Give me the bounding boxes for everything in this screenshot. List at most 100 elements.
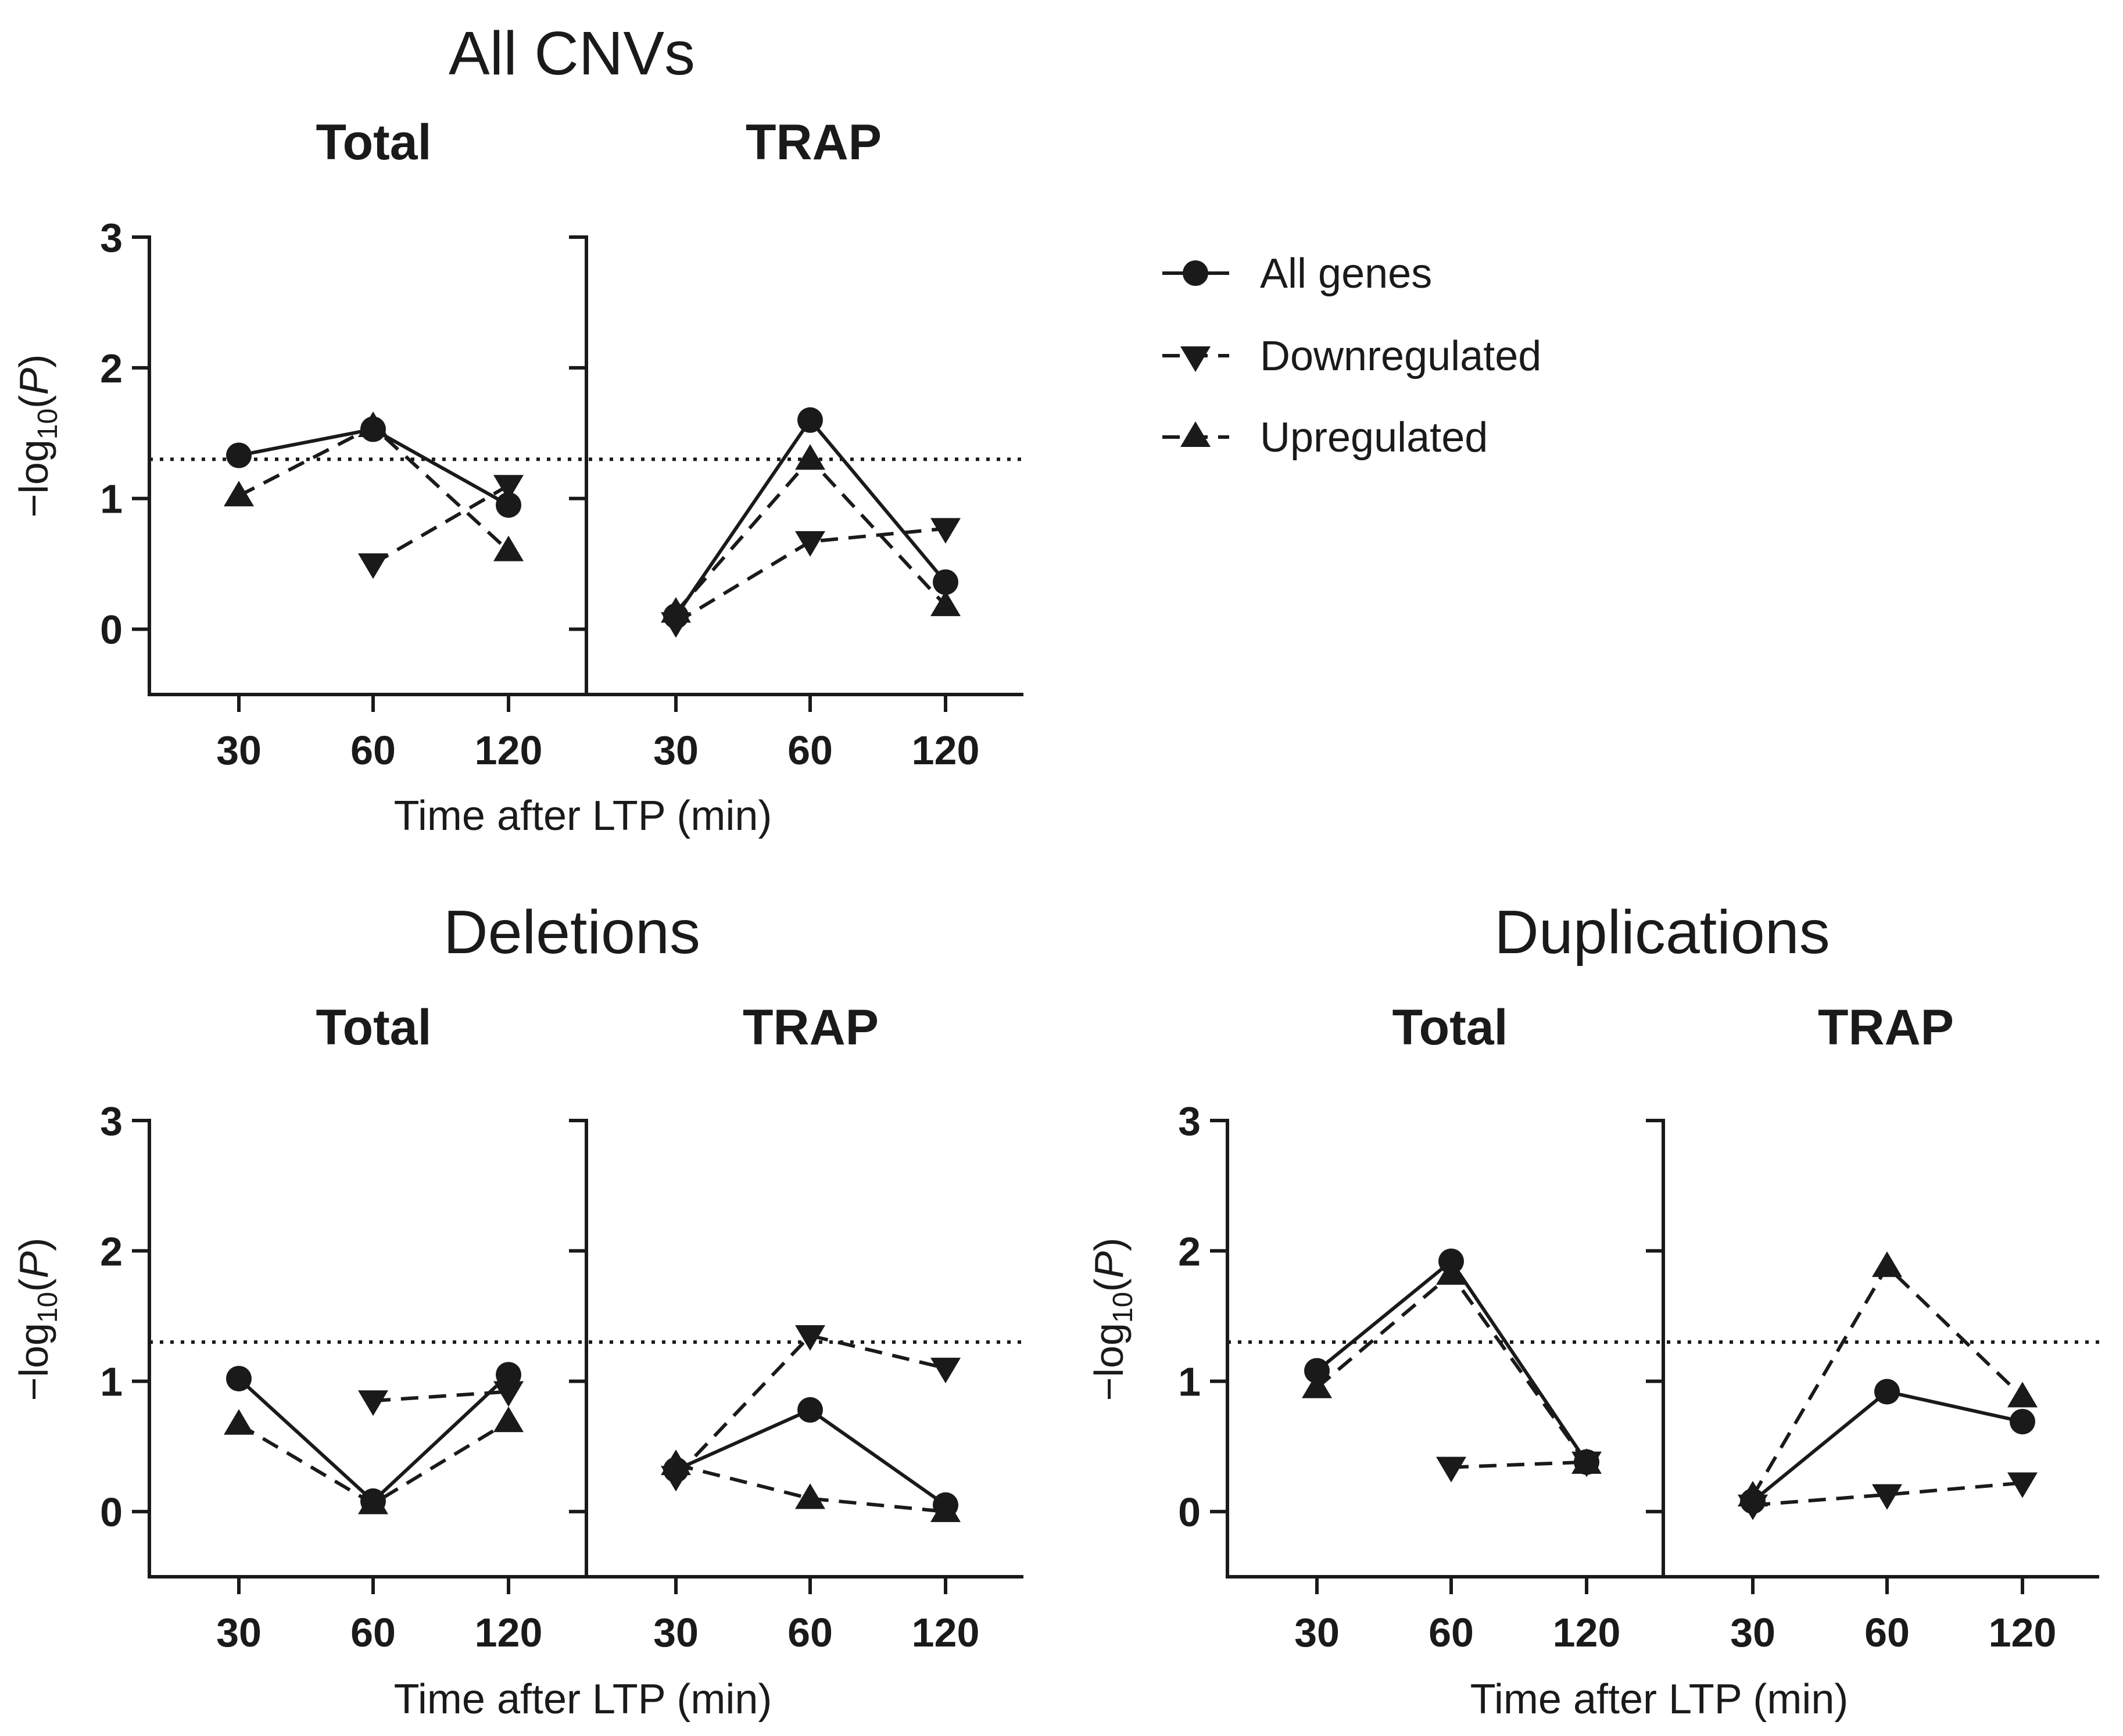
series-line-upregulated — [675, 1463, 946, 1513]
legend-label-downregulated: Downregulated — [1260, 333, 1541, 380]
point-upregulated-60 — [1872, 1251, 1902, 1277]
point-upregulated-60 — [795, 1483, 825, 1509]
point-all-genes-60 — [1874, 1379, 1900, 1405]
y-tick-label: 1 — [100, 477, 123, 522]
y-tick-label: 2 — [1178, 1229, 1201, 1274]
series-line-all-genes — [1316, 1258, 1588, 1463]
x-tick-label: 30 — [653, 1610, 699, 1655]
point-all-genes-60 — [797, 407, 823, 433]
panel-deletions-trap: 30 60 120 — [569, 1119, 979, 1655]
x-tick-label: 120 — [1989, 1610, 2057, 1655]
series-line-downregulated — [1752, 1481, 2023, 1507]
legend: All genes Downregulated Upregulated — [1162, 250, 1541, 461]
x-tick-label: 60 — [1429, 1610, 1474, 1655]
point-all-genes-60 — [1438, 1248, 1464, 1275]
point-all-genes-60 — [360, 1488, 386, 1514]
x-tick-label: 60 — [787, 1610, 833, 1655]
ylabel-deletions: −log10(P) — [11, 1237, 63, 1401]
y-tick-label: 1 — [1178, 1359, 1201, 1405]
group-title-all-cnvs: All CNVs — [449, 19, 695, 88]
x-tick-label: 30 — [1294, 1610, 1340, 1655]
point-all-genes-60 — [360, 416, 386, 442]
point-downregulated-60 — [358, 1390, 388, 1416]
x-tick-label: 60 — [350, 1610, 396, 1655]
x-tick-label: 120 — [475, 1610, 543, 1655]
point-all-genes-30 — [1740, 1488, 1766, 1514]
point-all-genes-120 — [1574, 1449, 1599, 1475]
x-tick-label: 30 — [653, 728, 699, 773]
point-upregulated-120 — [930, 590, 961, 617]
series-line-upregulated — [1316, 1272, 1588, 1465]
legend-marker-circle-icon — [1183, 260, 1208, 286]
point-all-genes-30 — [663, 603, 689, 629]
point-all-genes-120 — [2010, 1409, 2035, 1435]
series-line-downregulated — [373, 1390, 509, 1403]
point-all-genes-30 — [663, 1457, 689, 1483]
panel-title-duplications-total: Total — [1392, 1000, 1508, 1055]
x-tick-label: 60 — [350, 728, 396, 773]
svg-text:−log10(P): −log10(P) — [1086, 1237, 1139, 1401]
y-tick-label: 2 — [100, 1229, 123, 1274]
point-upregulated-120 — [493, 1406, 524, 1433]
y-tick-label: 1 — [100, 1359, 123, 1405]
panel-title-deletions-total: Total — [316, 1000, 431, 1055]
series-line-downregulated — [372, 484, 510, 565]
y-tick-label: 0 — [1178, 1490, 1201, 1535]
x-tick-label: 120 — [912, 1610, 980, 1655]
series-line-downregulated — [1451, 1460, 1587, 1469]
ylabel-duplications: −log10(P) — [1086, 1237, 1139, 1401]
panel-duplications-total: 30 60 120 — [1294, 1248, 1620, 1655]
panel-title-all-cnvs-total: Total — [316, 114, 431, 170]
point-all-genes-120 — [933, 1492, 958, 1518]
series-line-downregulated — [674, 1333, 946, 1478]
point-downregulated-60 — [358, 553, 388, 579]
legend-marker-triangle-down-icon — [1180, 346, 1211, 372]
panel-title-duplications-trap: TRAP — [1818, 1000, 1954, 1055]
point-all-genes-120 — [933, 569, 958, 595]
plot-area: 0 1 2 3 30 60 120 30 60 120 0 1 2 3 30 60 120 30 60 120 0 1 2 3… — [100, 215, 2099, 1655]
x-tick-label: 120 — [475, 728, 543, 773]
svg-text:−log10(P): −log10(P) — [11, 354, 63, 517]
chart-all-cnvs: 0 1 2 3 30 60 120 30 60 120 — [100, 215, 1023, 773]
point-all-genes-120 — [496, 1362, 521, 1388]
xlabel-deletions: Time after LTP (min) — [394, 1676, 772, 1723]
point-downregulated-60 — [1872, 1484, 1902, 1510]
x-tick-label: 30 — [1730, 1610, 1775, 1655]
y-tick-label: 0 — [100, 607, 123, 653]
ylabel-all-cnvs: −log10(P) — [11, 354, 63, 517]
x-tick-label: 60 — [787, 728, 833, 773]
panel-title-all-cnvs-trap: TRAP — [746, 114, 882, 170]
x-tick-label: 120 — [1553, 1610, 1621, 1655]
chart-duplications: 0 1 2 3 30 60 120 30 60 120 — [1178, 1098, 2099, 1655]
legend-item-upregulated: Upregulated — [1162, 414, 1488, 461]
chart-deletions: 0 1 2 3 30 60 120 30 60 120 — [100, 1098, 1023, 1655]
point-downregulated-120 — [493, 475, 524, 501]
group-title-duplications: Duplications — [1494, 898, 1830, 967]
point-upregulated-120 — [2007, 1381, 2038, 1408]
point-upregulated-30 — [1302, 1372, 1332, 1398]
point-downregulated-60 — [795, 531, 825, 557]
point-upregulated-30 — [224, 1409, 254, 1435]
point-all-genes-30 — [226, 1366, 252, 1392]
point-all-genes-120 — [496, 492, 521, 518]
point-downregulated-60 — [795, 1325, 825, 1351]
legend-item-downregulated: Downregulated — [1162, 333, 1541, 380]
panel-duplications-trap: 30 60 120 — [1646, 1119, 2056, 1655]
point-downregulated-120 — [930, 1358, 961, 1384]
panel-deletions-total: 30 60 120 — [216, 1362, 542, 1655]
y-tick-label: 3 — [100, 215, 123, 260]
legend-marker-triangle-up-icon — [1180, 421, 1211, 447]
point-downregulated-120 — [2007, 1472, 2038, 1498]
group-title-deletions: Deletions — [443, 898, 700, 967]
point-all-genes-60 — [797, 1397, 823, 1423]
point-all-genes-30 — [1304, 1358, 1330, 1384]
svg-text:−log10(P): −log10(P) — [11, 1237, 63, 1401]
x-tick-label: 120 — [912, 728, 980, 773]
y-tick-label: 2 — [100, 346, 123, 391]
point-downregulated-120 — [930, 518, 961, 544]
y-tick-label: 3 — [100, 1098, 123, 1144]
point-downregulated-120 — [493, 1381, 524, 1407]
point-downregulated-60 — [1436, 1456, 1466, 1483]
y-tick-label: 3 — [1178, 1098, 1201, 1144]
